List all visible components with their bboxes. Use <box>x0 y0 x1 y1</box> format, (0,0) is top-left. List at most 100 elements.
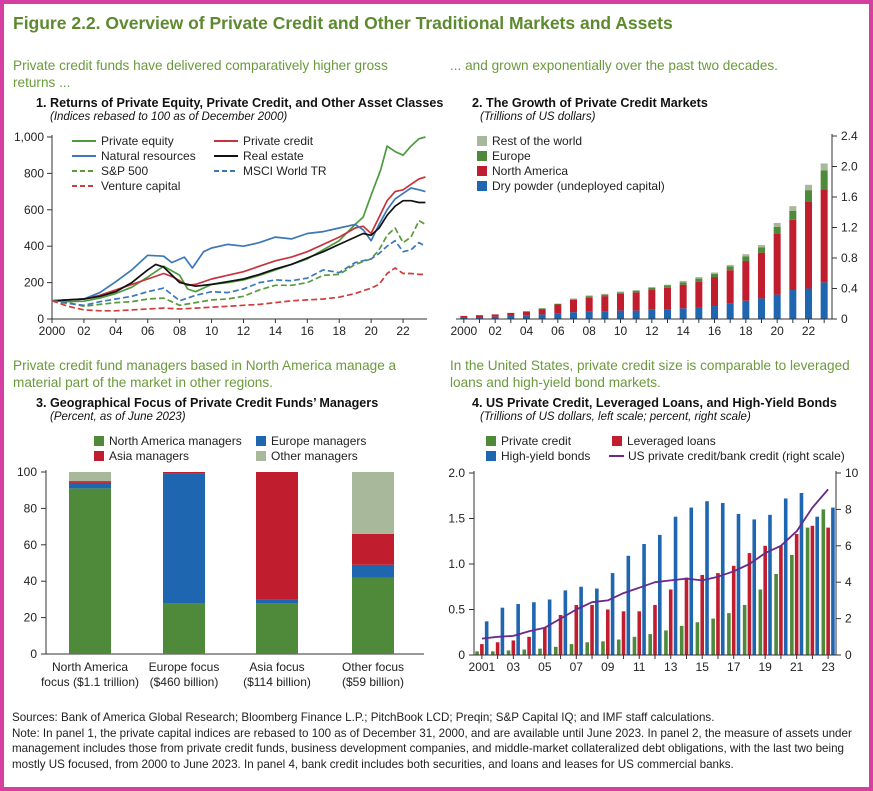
legend-label-msci-world-tr: MSCI World TR <box>243 164 327 178</box>
panel-1-title: 1. Returns of Private Equity, Private Cr… <box>36 96 444 110</box>
bar-high-yield-bonds-2014 <box>689 507 694 655</box>
legend-label-private-equity: Private equity <box>101 134 174 148</box>
bar-rest-of-the-world-2014 <box>679 280 687 283</box>
bar-leveraged-loans-2014 <box>684 577 689 655</box>
bar-europe-2021 <box>789 210 797 220</box>
bar-leveraged-loans-2008 <box>590 604 594 655</box>
bar-north-america-2013 <box>664 287 671 310</box>
bar-leveraged-loans-2007 <box>574 604 579 655</box>
bar-dry-powder-undeployed-capital-2000 <box>460 317 468 319</box>
bar-dry-powder-undeployed-capital-2012 <box>648 309 656 319</box>
x-tick-label: 05 <box>538 660 552 674</box>
x-category-label: ($59 billion) <box>342 675 404 689</box>
legend-label-private-credit: Private credit <box>243 134 314 148</box>
bar-private-credit-2005 <box>538 648 542 655</box>
bar-north-america-managers-north-america-focus-1-1-trillion <box>69 488 111 654</box>
x-category-label: ($460 billion) <box>150 675 219 689</box>
x-tick-label: 10 <box>205 324 219 338</box>
x-tick-label: 13 <box>664 660 678 674</box>
y-tick-label: 400 <box>24 239 44 253</box>
panel-3-subtitle: (Percent, as of June 2023) <box>50 411 186 423</box>
legend-label-north-america-managers: North America managers <box>109 434 242 448</box>
y2-tick-label: 4 <box>845 575 852 589</box>
section-text-bottom-right: In the United States, private credit siz… <box>450 358 850 390</box>
y-tick-label: 100 <box>17 465 37 479</box>
bar-dry-powder-undeployed-capital-2011 <box>632 310 640 319</box>
bar-high-yield-bonds-2016 <box>720 503 725 655</box>
bar-north-america-2010 <box>617 293 624 311</box>
bar-north-america-2008 <box>585 297 593 312</box>
x-tick-label: 09 <box>601 660 615 674</box>
bar-leveraged-loans-2002 <box>495 642 500 655</box>
x-tick-label: 19 <box>758 660 772 674</box>
bar-europe-2023 <box>820 170 828 190</box>
legend-label-natural-resources: Natural resources <box>101 149 196 163</box>
bar-asia-managers-europe-focus-460-billion <box>163 472 205 474</box>
bar-europe-2017 <box>726 266 734 271</box>
y-tick-label: 1.0 <box>448 557 465 571</box>
bar-north-america-2004 <box>523 311 530 316</box>
bar-north-america-managers-asia-focus-114-billion <box>256 603 298 654</box>
x-tick-label: 04 <box>109 324 123 338</box>
bar-north-america-2015 <box>695 281 703 308</box>
bar-north-america-2012 <box>648 290 656 310</box>
bar-rest-of-the-world-2008 <box>585 295 593 297</box>
legend-label-us-private-credit-bank-credit-right-scale: US private credit/bank credit (right sca… <box>628 449 845 463</box>
legend-label-s-p-500: S&P 500 <box>101 164 148 178</box>
bar-rest-of-the-world-2011 <box>632 290 640 291</box>
x-tick-label: 10 <box>614 324 628 338</box>
bar-private-credit-2017 <box>727 613 731 655</box>
bar-europe-2005 <box>538 308 546 310</box>
bar-europe-2020 <box>773 226 781 234</box>
legend-label-private-credit: Private credit <box>501 434 572 448</box>
bar-private-credit-2019 <box>758 589 763 655</box>
bar-europe-2010 <box>617 292 624 294</box>
bar-dry-powder-undeployed-capital-2008 <box>585 311 593 319</box>
bar-private-credit-2009 <box>601 641 605 655</box>
bar-high-yield-bonds-2009 <box>610 573 615 655</box>
bar-high-yield-bonds-2008 <box>595 588 599 655</box>
bar-rest-of-the-world-2007 <box>570 298 577 300</box>
bar-private-credit-2004 <box>522 649 527 655</box>
bar-leveraged-loans-2005 <box>543 627 547 655</box>
bar-asia-managers-north-america-focus-1-1-trillion <box>69 481 111 483</box>
bar-north-america-2003 <box>507 312 515 316</box>
bar-europe-managers-europe-focus-460-billion <box>163 473 205 604</box>
series-line-msci-world-tr <box>51 239 426 307</box>
bar-dry-powder-undeployed-capital-2022 <box>805 288 812 319</box>
bar-europe-2012 <box>648 287 656 291</box>
bar-north-america-2011 <box>632 292 640 311</box>
bar-leveraged-loans-2018 <box>747 553 752 655</box>
bar-rest-of-the-world-2022 <box>805 184 812 191</box>
bar-north-america-2014 <box>679 284 687 309</box>
y-tick-label: 200 <box>24 276 44 290</box>
x-tick-label: 08 <box>173 324 187 338</box>
legend-label-venture-capital: Venture capital <box>101 179 180 193</box>
bar-dry-powder-undeployed-capital-2004 <box>523 315 530 319</box>
bar-dry-powder-undeployed-capital-2003 <box>507 315 515 319</box>
bar-leveraged-loans-2020 <box>779 545 783 655</box>
bar-europe-2015 <box>695 278 703 282</box>
bar-high-yield-bonds-2013 <box>673 516 678 655</box>
x-tick-label: 18 <box>739 324 753 338</box>
y2-tick-label: 8 <box>845 502 852 516</box>
x-tick-label: 2001 <box>469 660 496 674</box>
bar-leveraged-loans-2001 <box>480 644 484 655</box>
bar-private-credit-2015 <box>695 622 700 655</box>
y-tick-label: 0 <box>30 647 37 661</box>
bar-dry-powder-undeployed-capital-2005 <box>538 314 546 319</box>
y-tick-label: 2.0 <box>841 160 858 174</box>
bar-high-yield-bonds-2002 <box>500 607 505 655</box>
legend-label-dry-powder-undeployed-capital: Dry powder (undeployed capital) <box>492 179 665 193</box>
bar-leveraged-loans-2009 <box>605 609 610 655</box>
bar-private-credit-2012 <box>648 634 652 655</box>
legend-swatch-private-credit <box>486 436 496 446</box>
x-tick-label: 14 <box>676 324 690 338</box>
bar-dry-powder-undeployed-capital-2023 <box>820 282 828 319</box>
panel-4-bar-line-chart: 0 0.5 1.0 1.5 2.0 0 2 4 6 8 10 2001 03 05 07 09 11 13 15 17… <box>448 434 858 674</box>
bar-north-america-2001 <box>476 315 483 318</box>
series-line-private-equity <box>51 136 426 303</box>
bar-rest-of-the-world-2012 <box>648 286 656 288</box>
bar-high-yield-bonds-2007 <box>579 586 583 655</box>
bar-private-credit-2006 <box>553 646 558 655</box>
